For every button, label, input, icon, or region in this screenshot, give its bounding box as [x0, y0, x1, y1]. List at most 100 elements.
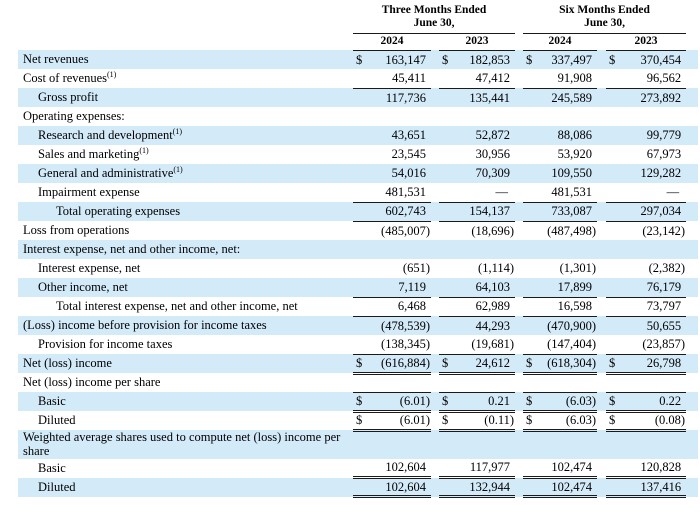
dollar-cell: $ [523, 354, 540, 375]
edge-cell [686, 240, 699, 259]
row-label: (Loss) income before provision for incom… [18, 316, 353, 335]
income-statement-table: Three Months Ended June 30, Six Months E… [18, 3, 699, 499]
value-cell: 47,412 [455, 69, 516, 89]
gap-cell [431, 373, 439, 392]
dollar-cell: $ [439, 50, 455, 69]
dollar-cell [353, 430, 369, 459]
edge-cell [686, 145, 698, 164]
row-label-text: (Loss) income before provision for incom… [23, 318, 267, 333]
dollar-cell [606, 221, 622, 240]
year-header-6mo-2023: 2023 [606, 33, 687, 51]
value-cell: (6.01) [369, 392, 431, 413]
dollar-cell [439, 183, 455, 203]
value-cell: 6,468 [369, 297, 431, 317]
dollar-cell [353, 335, 369, 355]
footnote-marker: (1) [172, 127, 182, 137]
row-label: Other income, net [18, 278, 353, 297]
value-cell: (2,382) [648, 261, 686, 276]
table-row: Sales and marketing(1) 23,545 30,956 53,… [18, 145, 698, 164]
dollar-cell [523, 88, 540, 107]
gap-cell [597, 50, 607, 69]
row-label: Total interest expense, net and other in… [18, 297, 353, 316]
gap-cell [515, 164, 524, 183]
value-cell: 16,598 [539, 297, 598, 317]
gap-cell [431, 145, 439, 164]
value-cell: 23,545 [391, 147, 426, 162]
col-group-line2: June 30, [584, 17, 625, 30]
value-cell: (651) [402, 261, 430, 276]
row-label: Loss from operations [18, 221, 353, 240]
table-row: Weighted average shares used to compute … [18, 430, 699, 459]
gap-cell [515, 240, 524, 259]
value-cell: 135,441 [455, 88, 516, 107]
dollar-cell: $ [606, 411, 623, 432]
row-label: Gross profit [18, 88, 353, 107]
value-cell: 45,411 [369, 69, 431, 89]
value-cell: 50,655 [622, 316, 687, 335]
gap-cell [515, 477, 524, 497]
gap-cell [597, 354, 607, 373]
dollar-cell [523, 164, 540, 183]
edge-cell [686, 50, 699, 69]
edge-cell [686, 373, 698, 392]
dollar-cell [606, 126, 623, 145]
dollar-cell [353, 373, 369, 393]
gap-cell [515, 88, 524, 107]
gap-cell [597, 164, 607, 183]
dollar-cell: $ [606, 354, 623, 375]
gap-cell [597, 259, 606, 278]
row-label-text: Net (loss) income [23, 356, 112, 371]
value-cell: 117,736 [369, 88, 431, 107]
gap-cell [431, 354, 439, 373]
value-cell: (6.01) [369, 411, 431, 432]
value-cell: (6.03) [539, 411, 598, 432]
gap-cell [431, 430, 439, 459]
row-label: Diluted [18, 411, 353, 430]
value-cell: (0.08) [622, 411, 687, 432]
dollar-cell [523, 297, 540, 317]
row-label-text: Net revenues [23, 52, 89, 67]
gap-cell [431, 278, 439, 297]
dollar-cell [523, 259, 539, 278]
gap-cell [515, 411, 523, 430]
gap-cell [597, 69, 606, 88]
gap-cell [431, 335, 439, 354]
dollar-cell [353, 69, 369, 89]
value-cell [369, 240, 431, 259]
dollar-cell: $ [523, 411, 540, 432]
dollar-cell [606, 145, 622, 164]
dollar-cell: $ [523, 392, 540, 413]
gap-cell [597, 373, 606, 392]
table-row: Basic 102,604 117,977 102,474 120,828 [18, 458, 698, 480]
col-group-six-months: Six Months Ended June 30, [523, 3, 687, 34]
header-edge [686, 33, 698, 50]
table-row: General and administrative(1) 54,016 70,… [18, 164, 699, 183]
gap-cell [597, 477, 607, 497]
dollar-cell [523, 202, 540, 222]
value-cell [369, 430, 431, 459]
dollar-cell [523, 145, 539, 164]
table-row: Research and development(1) 43,651 52,87… [18, 126, 699, 145]
row-label-text: General and administrative [38, 166, 174, 181]
col-group-line2: June 30, [413, 17, 455, 30]
gap-cell [515, 459, 523, 478]
dollar-cell [606, 183, 623, 203]
year-header-row: 2024 2023 2024 2023 [18, 33, 698, 51]
value-cell: 0.21 [455, 392, 516, 413]
row-label-text: Weighted average shares used to compute … [23, 430, 341, 459]
dollar-cell [439, 297, 455, 317]
header-spacer [18, 3, 353, 33]
value-cell: (0.11) [455, 411, 516, 432]
value-cell: 602,743 [369, 202, 431, 222]
table-row: Diluted 102,604 132,944 102,474 137,416 [18, 477, 699, 499]
dollar-cell [353, 145, 369, 164]
dollar-cell: $ [353, 411, 369, 432]
dollar-cell [606, 259, 622, 278]
value-cell: 182,853 [455, 50, 516, 69]
value-cell: 52,872 [455, 126, 516, 145]
header-spacer [18, 33, 353, 50]
row-label: Net (loss) income [18, 354, 353, 373]
gap-cell [515, 316, 524, 335]
row-label-text: Operating expenses: [23, 109, 125, 124]
value-cell: 102,474 [539, 458, 598, 480]
